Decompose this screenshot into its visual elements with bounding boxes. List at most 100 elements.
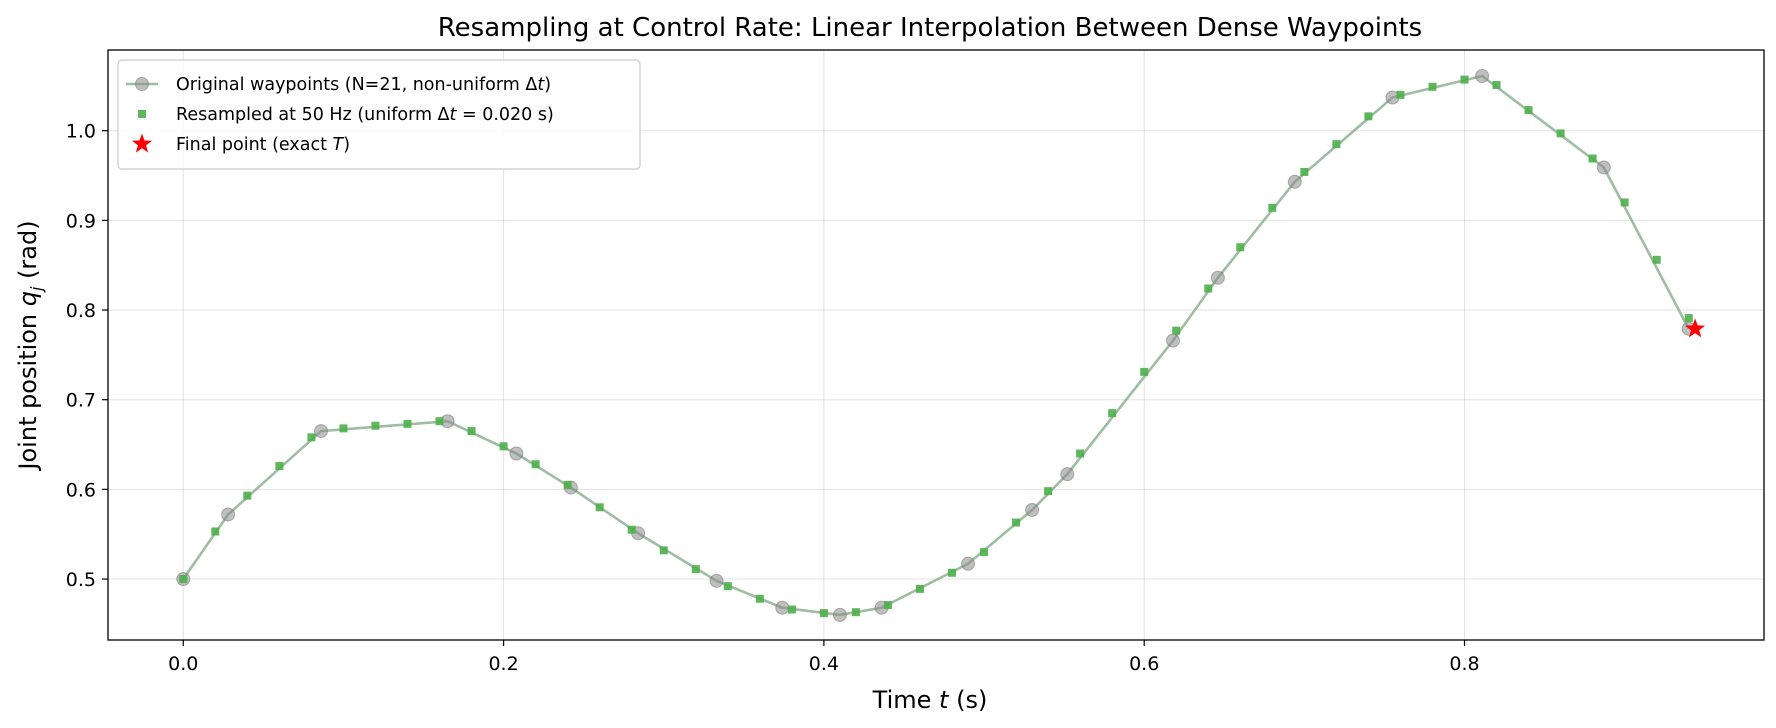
resampled-marker: [1620, 198, 1629, 207]
resampled-marker: [1524, 106, 1533, 115]
legend-circle-handle: [135, 77, 149, 91]
legend-entry-text: t: [537, 75, 545, 95]
legend: Original waypoints (N=21, non-uniform Δt…: [117, 59, 641, 170]
y-axis-label: Joint position qj (rad): [14, 220, 46, 471]
resampled-marker: [691, 565, 700, 574]
y-tick-label: 0.9: [66, 210, 96, 232]
resampled-marker: [980, 548, 989, 557]
x-axis-label-var: t: [939, 686, 950, 714]
resampled-marker: [851, 608, 860, 617]
resampled-marker: [1204, 284, 1213, 293]
axes-frame: [107, 49, 1765, 641]
resampled-marker: [1108, 409, 1117, 418]
resampled-marker: [1652, 255, 1661, 264]
legend-entry-text: Original waypoints (N=21, non-uniform Δ: [176, 75, 537, 95]
x-axis-label: Time t (s): [872, 686, 988, 714]
resampled-marker: [531, 460, 540, 469]
legend-square-handle: [138, 110, 146, 118]
waypoint-marker: [1210, 270, 1225, 285]
resampled-marker: [723, 582, 732, 591]
legend-entry-text: Resampled at 50 Hz (uniform Δ: [176, 105, 450, 125]
x-tick-label: 0.2: [488, 653, 518, 675]
resampled-marker: [371, 421, 380, 430]
x-tick-label: 0.8: [1449, 653, 1479, 675]
resampled-marker: [755, 594, 764, 603]
y-tick-label: 0.6: [66, 479, 96, 501]
resampled-marker: [1300, 167, 1309, 176]
resampled-marker: [243, 491, 252, 500]
resampled-marker: [179, 575, 188, 584]
resampled-marker: [211, 527, 220, 536]
x-axis-label-text: Time: [872, 686, 939, 714]
resampled-marker: [1492, 80, 1501, 89]
resampled-marker: [1460, 75, 1469, 84]
waypoint-marker: [709, 573, 724, 588]
resampled-marker: [1172, 326, 1181, 335]
resampled-marker: [819, 609, 828, 618]
waypoint-marker: [961, 556, 976, 571]
resampled-marker: [659, 546, 668, 555]
waypoint-marker: [1060, 467, 1075, 482]
resampled-marker: [1044, 487, 1053, 496]
y-axis-label-unit: (rad): [14, 220, 42, 286]
resampled-marker: [627, 525, 636, 534]
x-tick-label: 0.0: [168, 653, 198, 675]
legend-entry-text: t: [450, 105, 458, 125]
resampled-marker: [948, 568, 957, 577]
waypoint-marker: [1025, 502, 1040, 517]
x-tick-label: 0.4: [809, 653, 839, 675]
resampled-marker: [1364, 112, 1373, 121]
resampled-marker: [1684, 314, 1693, 323]
waypoint-marker: [832, 607, 847, 622]
legend-star-handle: [132, 133, 152, 153]
legend-entry-text: T: [333, 135, 345, 155]
resampled-marker: [563, 480, 572, 489]
resampled-marker: [275, 462, 284, 471]
chart-title: Resampling at Control Rate: Linear Inter…: [438, 13, 1422, 43]
resampled-marker: [339, 424, 348, 433]
resampled-marker: [883, 601, 892, 610]
x-axis-label-unit: (s): [948, 686, 987, 714]
resampled-marker: [1268, 203, 1277, 212]
legend-entry-text: ): [343, 135, 350, 155]
resampled-marker: [1140, 367, 1149, 376]
resampled-marker: [787, 605, 796, 614]
legend-entry-text: = 0.020 s): [456, 105, 553, 125]
resampled-marker: [915, 584, 924, 593]
y-axis-label-sub: j: [27, 286, 46, 293]
resampled-marker: [1076, 449, 1085, 458]
waypoint-marker: [221, 507, 236, 522]
resampled-marker: [1556, 129, 1565, 138]
resampled-marker: [403, 419, 412, 428]
resampled-marker: [1332, 140, 1341, 149]
resampled-marker: [1012, 518, 1021, 527]
legend-entry-2: Resampled at 50 Hz (uniform Δt = 0.020 s…: [176, 105, 554, 125]
y-tick-label: 0.7: [66, 390, 96, 412]
y-tick-label: 0.8: [66, 300, 96, 322]
waypoint-marker: [1596, 160, 1611, 175]
waypoint-marker: [1287, 174, 1302, 189]
final-point-marker: [1685, 318, 1706, 338]
legend-box: [117, 59, 641, 170]
legend-entry-3: Final point (exact T): [176, 135, 350, 155]
resampled-marker: [1588, 154, 1597, 163]
legend-entry-text: ): [544, 75, 551, 95]
y-axis-label-var: q: [14, 291, 42, 306]
legend-entry-1: Original waypoints (N=21, non-uniform Δt…: [176, 75, 551, 95]
resampled-marker: [1236, 243, 1245, 252]
legend-entry-text: Final point (exact: [176, 135, 333, 155]
waypoint-marker: [1475, 69, 1490, 84]
resampled-marker: [435, 417, 444, 426]
resampled-marker: [499, 442, 508, 451]
resampled-marker: [1428, 82, 1437, 91]
plot-area: 0.0 0.2 0.4 0.6 0.8 0.5 0.6 0.7 0.8 0.9 1.0: [66, 49, 1765, 675]
waypoint-marker: [1166, 333, 1181, 348]
y-tick-label: 0.5: [66, 569, 96, 591]
resampled-marker: [595, 503, 604, 512]
y-tick-label: 1.0: [66, 121, 96, 143]
resampled-marker: [467, 427, 476, 436]
waypoint-marker: [775, 600, 790, 615]
resampled-marker: [307, 433, 316, 442]
y-axis-label-text: Joint position: [14, 306, 42, 471]
